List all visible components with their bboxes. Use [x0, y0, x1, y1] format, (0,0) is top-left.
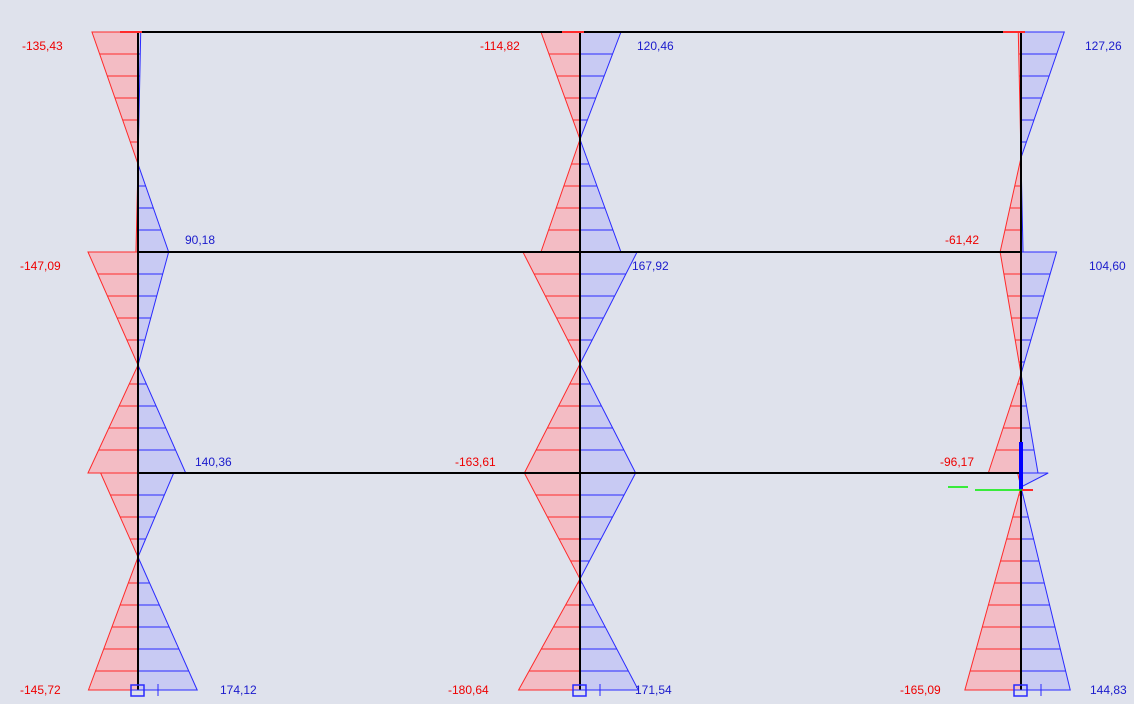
moment-label-positive: 104,60 [1089, 259, 1126, 273]
moment-label-negative: -163,61 [455, 455, 496, 469]
moment-label-negative: -147,09 [20, 259, 61, 273]
moment-label-negative: -145,72 [20, 683, 61, 697]
moment-label-negative: -96,17 [940, 455, 974, 469]
moment-label-positive: 90,18 [185, 233, 215, 247]
moment-label-negative: -114,82 [480, 39, 520, 53]
moment-label-positive: 140,36 [195, 455, 232, 469]
support [1013, 684, 1042, 697]
moment-label-positive: 144,83 [1090, 683, 1127, 697]
moment-label-negative: -180,64 [448, 683, 489, 697]
moment-label-negative: -135,43 [22, 39, 63, 53]
moment-label-negative: -61,42 [945, 233, 979, 247]
support [572, 684, 601, 697]
moment-label-positive: 127,26 [1085, 39, 1122, 53]
axis-triad [948, 442, 1033, 491]
supports [130, 684, 1042, 697]
moment-label-positive: 174,12 [220, 683, 257, 697]
moment-label-positive: 167,92 [632, 259, 669, 273]
value-labels: -135,43 90,18 -147,09 140,36 -145,72 174,12 -1… [20, 39, 1127, 697]
moment-label-positive: 171,54 [635, 683, 672, 697]
support [130, 684, 159, 697]
moment-label-positive: 120,46 [637, 39, 674, 53]
frame-lines [120, 31, 1025, 690]
moment-label-negative: -165,09 [900, 683, 941, 697]
